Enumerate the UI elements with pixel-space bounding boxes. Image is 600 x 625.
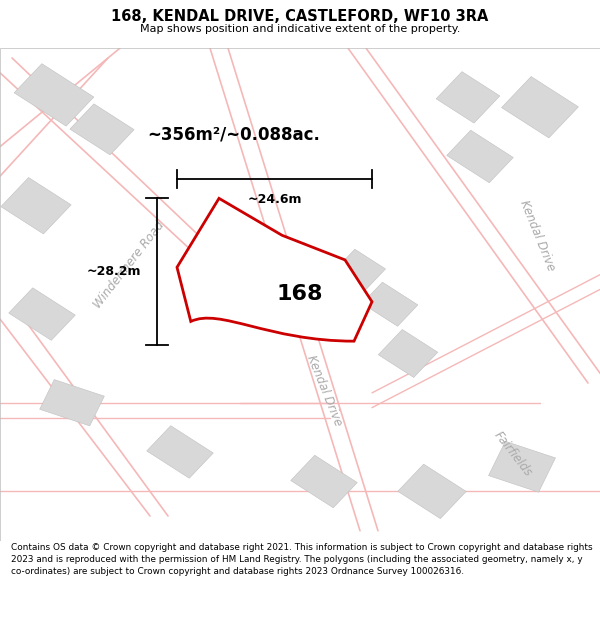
Text: 168: 168 bbox=[277, 284, 323, 304]
Bar bbox=[224, 228, 280, 272]
Text: Map shows position and indicative extent of the property.: Map shows position and indicative extent… bbox=[140, 24, 460, 34]
Bar bbox=[284, 242, 340, 287]
Text: Kendal Drive: Kendal Drive bbox=[517, 198, 557, 272]
Text: 168, KENDAL DRIVE, CASTLEFORD, WF10 3RA: 168, KENDAL DRIVE, CASTLEFORD, WF10 3RA bbox=[112, 9, 488, 24]
Bar bbox=[362, 282, 418, 326]
Bar bbox=[40, 379, 104, 426]
Bar bbox=[488, 441, 556, 492]
Text: Kendal Drive: Kendal Drive bbox=[304, 353, 344, 428]
Bar bbox=[9, 288, 75, 341]
Bar bbox=[398, 464, 466, 519]
Text: Windermere Road: Windermere Road bbox=[91, 219, 167, 311]
Text: ~356m²/~0.088ac.: ~356m²/~0.088ac. bbox=[148, 125, 320, 143]
Text: Contains OS data © Crown copyright and database right 2021. This information is : Contains OS data © Crown copyright and d… bbox=[11, 543, 592, 576]
Bar bbox=[14, 64, 94, 126]
Bar bbox=[378, 329, 438, 378]
Bar bbox=[447, 130, 513, 182]
Bar bbox=[436, 72, 500, 123]
Bar bbox=[334, 249, 386, 290]
Bar bbox=[1, 177, 71, 234]
Bar bbox=[291, 455, 357, 508]
Bar bbox=[502, 76, 578, 138]
Text: ~28.2m: ~28.2m bbox=[87, 265, 142, 278]
Text: Fairfields: Fairfields bbox=[491, 429, 535, 479]
Text: ~24.6m: ~24.6m bbox=[247, 193, 302, 206]
Bar bbox=[70, 104, 134, 155]
Bar bbox=[147, 426, 213, 478]
PathPatch shape bbox=[177, 198, 372, 341]
